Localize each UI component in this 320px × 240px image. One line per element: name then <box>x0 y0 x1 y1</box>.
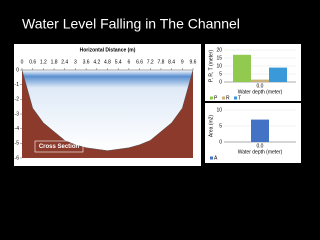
y-tick-label: -6 <box>15 155 20 161</box>
bar <box>251 119 269 142</box>
x-tick-label: 1.2 <box>40 59 47 65</box>
x-tick-label: 0.6 <box>29 59 36 65</box>
y-tick-label: -1 <box>15 82 20 88</box>
legend-label: T <box>238 95 241 101</box>
slide-title: Water Level Falling in The Channel <box>22 16 240 32</box>
x-tick-label: 8.4 <box>168 59 175 65</box>
y-tick-label: 10 <box>216 63 222 69</box>
y-tick-label: -5 <box>15 141 20 147</box>
bar <box>251 79 269 82</box>
y-tick-label: 5 <box>219 123 222 129</box>
x-tick-label: 6.6 <box>136 59 143 65</box>
x-tick-label: 4.2 <box>93 59 100 65</box>
x-tick-label: 9 <box>181 59 184 65</box>
legend-swatch <box>210 156 213 160</box>
x-tick-label: 7.8 <box>157 59 164 65</box>
x-axis-title: Horizontal Distance (m) <box>80 47 136 53</box>
x-axis-title: Water depth (meter) <box>238 149 283 155</box>
x-tick-label: 3.6 <box>83 59 90 65</box>
legend-swatch <box>222 96 225 100</box>
y-axis-title: Depth (m) <box>8 102 14 126</box>
channel <box>21 69 194 151</box>
y-tick-label: 20 <box>216 47 222 53</box>
x-tick-label: 2.4 <box>61 59 68 65</box>
y-tick-label: 0 <box>219 139 222 145</box>
x-tick-label: 6 <box>127 59 130 65</box>
y-axis-title: Area (m2) <box>208 115 214 138</box>
y-tick-label: 0 <box>16 67 19 73</box>
x-tick-label: 5.4 <box>115 59 122 65</box>
y-tick-label: -4 <box>15 126 20 132</box>
annotation-box <box>34 140 84 153</box>
legend-label: R <box>226 95 230 101</box>
annotation: Cross Section <box>39 144 80 150</box>
x-tick-label: 9.6 <box>190 59 197 65</box>
legend-label: P <box>214 95 218 101</box>
x-tick-label: 4.8 <box>104 59 111 65</box>
x-tick-label: 7.2 <box>147 59 154 65</box>
x-tick-label: 0.0 <box>257 143 264 149</box>
y-tick-label: -2 <box>15 97 20 103</box>
y-tick-label: -3 <box>15 111 20 117</box>
x-tick-label: 0 <box>21 59 24 65</box>
legend-label: A <box>214 155 218 161</box>
legend-swatch <box>234 96 237 100</box>
y-tick-label: 10 <box>216 107 222 113</box>
y-tick-label: 0 <box>219 79 222 85</box>
slide: Water Level Falling in The Channel Horiz… <box>8 15 301 166</box>
y-tick-label: 15 <box>216 55 222 61</box>
legend-swatch <box>210 96 213 100</box>
bar <box>269 67 287 82</box>
x-tick-label: 3 <box>74 59 77 65</box>
x-tick-label: 1.8 <box>51 59 58 65</box>
x-axis-title: Water depth (meter) <box>238 89 283 95</box>
y-tick-label: 5 <box>219 71 222 77</box>
x-tick-label: 0.0 <box>257 83 264 89</box>
y-axis-title: P, R, T (meter) <box>208 50 214 83</box>
bar <box>233 54 251 82</box>
